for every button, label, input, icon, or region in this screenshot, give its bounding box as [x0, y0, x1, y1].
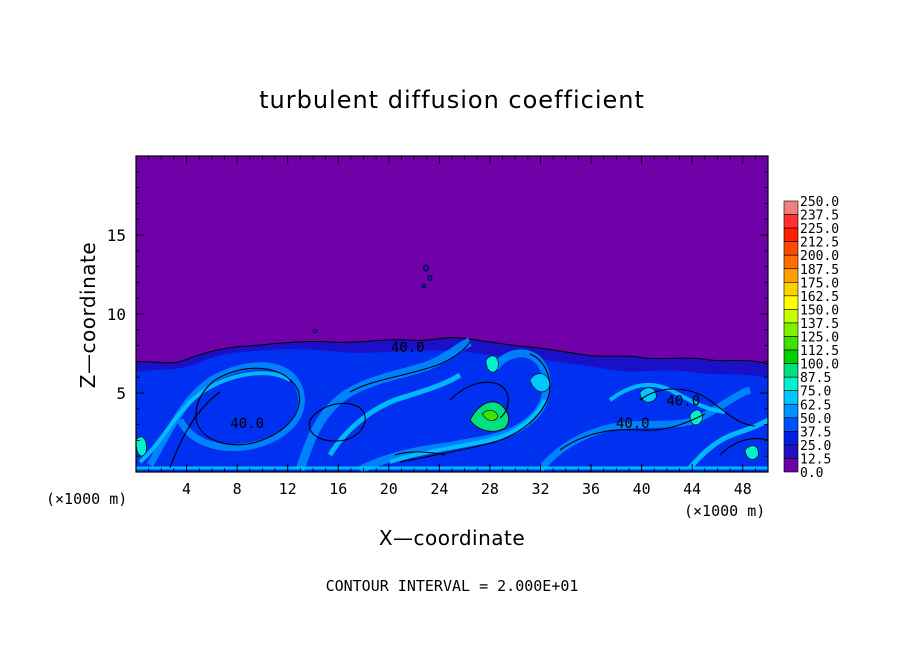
contour-labels: 40.0 40.0 40.0 40.0: [230, 340, 700, 432]
x-tick-label: 12: [279, 480, 297, 498]
colorbar-swatch: [783, 214, 799, 229]
colorbar-swatch: [783, 254, 799, 270]
colorbar-level-label: 200.0: [800, 249, 839, 264]
contour-line-10: [394, 451, 446, 456]
colorbar-level-label: 12.5: [800, 452, 831, 467]
x-unit-left: (×1000 m): [46, 490, 128, 508]
turbulence-field: [136, 264, 768, 472]
colorbar-level-label: 75.0: [800, 385, 831, 400]
high-patch-3: [485, 355, 499, 373]
colorbar-swatch: [783, 444, 799, 459]
x-tick-label: 32: [531, 480, 549, 498]
colorbar-level-label: 162.5: [800, 290, 839, 305]
x-unit-right: (×1000 m): [684, 502, 766, 520]
colorbar-level-label: 137.5: [800, 317, 839, 332]
x-tick-label: 8: [233, 480, 242, 498]
colorbar-level-label: 187.5: [800, 263, 839, 278]
colorbar-level-label: 250.0: [800, 195, 839, 210]
colorbar-swatch: [783, 363, 799, 378]
high-patch-6: [744, 445, 759, 460]
x-axis-label: X—coordinate: [378, 526, 526, 550]
colorbar-swatch: [783, 336, 799, 351]
colorbar-level-label: 50.0: [800, 412, 831, 427]
contour-label: 40.0: [616, 416, 650, 432]
y-axis: 5 10 15: [107, 171, 768, 457]
contour-interval-note: CONTOUR INTERVAL = 2.000E+01: [325, 577, 579, 595]
colorbar-swatch: [783, 458, 799, 473]
colorbar-level-label: 237.5: [800, 209, 839, 224]
colorbar-level-label: 62.5: [800, 398, 831, 413]
colorbar-level-label: 87.5: [800, 371, 831, 386]
x-tick-label: 20: [380, 480, 398, 498]
blob-2: [427, 275, 433, 281]
colorbar-level-label: 112.5: [800, 344, 839, 359]
chart-title: turbulent diffusion coefficient: [259, 86, 645, 114]
contour-label: 40.0: [666, 394, 700, 410]
x-tick-label: 36: [582, 480, 600, 498]
colorbar-swatch: [783, 390, 799, 405]
y-axis-label: Z—coordinate: [76, 241, 100, 389]
x-tick-label: 16: [329, 480, 347, 498]
contour-line-6: [559, 413, 706, 451]
contour-line-3: [349, 341, 471, 393]
blob-4: [312, 329, 318, 333]
eddy-band-8: [608, 382, 726, 414]
contour-line-7: [639, 388, 756, 427]
contour-line-5: [169, 391, 221, 469]
eddy-band-9: [688, 417, 768, 470]
high-patch-5: [689, 409, 703, 426]
colorbar-level-label: 100.0: [800, 358, 839, 373]
colorbar-swatch: [783, 268, 799, 283]
contour-line-1: [195, 367, 300, 446]
colorbar: 250.0237.5225.0212.5200.0187.5175.0162.5…: [783, 195, 839, 481]
y-tick-label: 5: [116, 384, 126, 403]
eddy-band-6: [389, 399, 547, 464]
colorbar-swatch: [783, 281, 799, 297]
x-axis: 4 8 12 16 20 24 28 32 36 40 44 48: [148, 156, 756, 498]
x-tick-label: 48: [734, 480, 752, 498]
high-patch-2: [481, 410, 499, 421]
colorbar-swatch: [783, 241, 799, 256]
contour-label: 40.0: [391, 340, 425, 356]
colorbar-swatch: [783, 200, 799, 215]
x-tick-label: 28: [481, 480, 499, 498]
y-tick-label: 15: [107, 226, 126, 245]
colorbar-swatch: [783, 322, 799, 337]
contour-line-2: [308, 402, 366, 442]
colorbar-level-label: 212.5: [800, 236, 839, 251]
x-tick-label: 40: [633, 480, 651, 498]
colorbar-level-label: 0.0: [800, 466, 823, 481]
contour-line-8: [449, 381, 509, 419]
y-tick-label: 10: [107, 305, 126, 324]
contour-line-9: [719, 437, 768, 456]
high-patch-4: [136, 436, 147, 457]
colorbar-swatch: [783, 309, 799, 324]
colorbar-swatch: [783, 403, 799, 419]
colorbar-level-label: 175.0: [800, 276, 839, 291]
colorbar-swatch: [783, 349, 799, 364]
x-tick-label: 4: [182, 480, 191, 498]
colorbar-swatch: [783, 417, 799, 432]
colorbar-level-label: 150.0: [800, 303, 839, 318]
colorbar-level-label: 225.0: [800, 222, 839, 237]
eddy-band-4: [327, 372, 462, 457]
colorbar-level-label: 25.0: [800, 439, 831, 454]
blob-3: [421, 283, 427, 289]
colorbar-level-label: 37.5: [800, 425, 831, 440]
x-tick-label: 24: [430, 480, 448, 498]
colorbar-swatch: [783, 295, 799, 310]
colorbar-swatch: [783, 376, 799, 391]
x-tick-label: 44: [683, 480, 701, 498]
blob-1: [423, 264, 429, 272]
colorbar-level-label: 125.0: [800, 331, 839, 346]
contour-line-4: [399, 353, 551, 463]
colorbar-swatch: [783, 227, 799, 242]
contour-label: 40.0: [230, 416, 264, 432]
colorbar-swatch: [783, 431, 799, 446]
eddy-band-3: [295, 337, 472, 472]
